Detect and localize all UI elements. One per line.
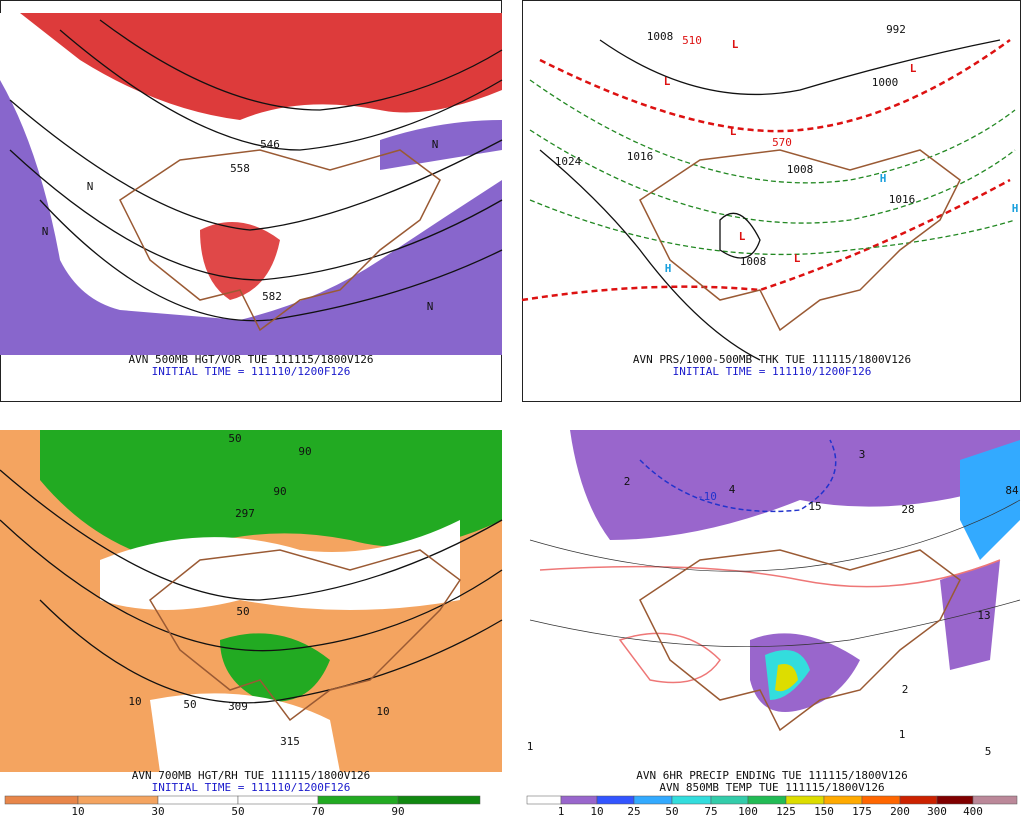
colorbar-label: 100 [738,805,758,818]
colorbar-label: 30 [151,805,164,818]
map-label: 90 [273,485,286,498]
map-label: 50 [183,698,196,711]
map-label: L [910,62,917,75]
map-label: H [1012,202,1019,215]
colorbar-swatch [823,795,863,805]
colorbar-label: 10 [590,805,603,818]
colorbar-swatch [710,795,749,805]
colorbar-label: 125 [776,805,796,818]
colorbar-swatch [560,795,598,805]
map-precip [529,430,1021,732]
colorbar-label: 75 [704,805,717,818]
colorbar-label: 10 [71,805,84,818]
colorbar-label: 150 [814,805,834,818]
colorbar-label: 175 [852,805,872,818]
colorbar-swatch [157,795,239,805]
panel-frame [522,0,1021,402]
colorbar-swatch [785,795,825,805]
panel-title: AVN 6HR PRECIP ENDING TUE 111115/1800V12… [636,769,908,782]
colorbar-swatch [671,795,712,805]
map-label: L [664,75,671,88]
colorbar-swatch [317,795,399,805]
map-surface [521,38,1016,361]
map-label: 1008 [647,30,674,43]
map-label: 50 [228,432,241,445]
panel-subtitle: AVN 850MB TEMP TUE 111115/1800V126 [659,781,884,794]
colorbar-swatch [861,795,901,805]
panel-subtitle: INITIAL TIME = 111110/1200F126 [152,781,351,794]
map-label: 1008 [740,255,767,268]
panel-title: AVN PRS/1000-500MB THK TUE 111115/1800V1… [633,353,911,366]
map-label: 1016 [627,150,654,163]
colorbar-swatch [77,795,159,805]
map-label: 582 [262,290,282,303]
map-label: 558 [230,162,250,175]
map-label: 2 [624,475,631,488]
map-label: 1 [527,740,534,753]
map-label: 570 [772,136,792,149]
map-700mb [0,430,503,772]
map-label: 90 [298,445,311,458]
map-label: 2 [902,683,909,696]
map-label: N [432,138,439,151]
map-label: 13 [977,609,990,622]
map-label: H [880,172,887,185]
map-label: L [730,125,737,138]
map-label: 10 [376,705,389,718]
colorbar-label: 50 [665,805,678,818]
map-label: H [665,262,672,275]
colorbar-label: 70 [311,805,324,818]
map-label: L [732,38,739,51]
colorbar-label: 300 [927,805,947,818]
map-label: N [427,300,434,313]
colorbar-swatch [526,795,562,805]
colorbar-swatch [4,795,79,805]
colorbar-label: 1 [558,805,565,818]
map-label: 4 [729,483,736,496]
map-500mb [0,13,503,355]
panel-subtitle: INITIAL TIME = 111110/1200F126 [152,365,351,378]
map-label: 1000 [872,76,899,89]
colorbar-label: 50 [231,805,244,818]
map-label: 1008 [787,163,814,176]
colorbar-swatch [596,795,635,805]
map-label: 1016 [889,193,916,206]
map-label: 546 [260,138,280,151]
colorbar-swatch [747,795,787,805]
map-label: 1024 [555,155,582,168]
map-label: 10 [128,695,141,708]
colorbar-swatch [633,795,673,805]
map-label: 50 [236,605,249,618]
map-label: 315 [280,735,300,748]
panel-title: AVN 700MB HGT/RH TUE 111115/1800V126 [132,769,370,782]
map-label: N [87,180,94,193]
colorbar-swatch [397,795,481,805]
map-label: L [739,230,746,243]
map-label: 3 [859,448,866,461]
colorbar-swatch [237,795,319,805]
colorbar-label: 90 [391,805,404,818]
colorbar-label: 25 [627,805,640,818]
colorbar-label: 200 [890,805,910,818]
map-label: 1 [899,728,906,741]
map-label: 309 [228,700,248,713]
colorbar-swatch [899,795,938,805]
panel-title: AVN 500MB HGT/VOR TUE 111115/1800V126 [128,353,373,366]
panel-subtitle: INITIAL TIME = 111110/1200F126 [673,365,872,378]
map-label: 510 [682,34,702,47]
map-label: 28 [901,503,914,516]
map-label: L [794,252,801,265]
map-label: 297 [235,507,255,520]
colorbar-swatch [936,795,974,805]
map-label: 992 [886,23,906,36]
colorbar-swatch [972,795,1018,805]
map-label: -10 [697,490,717,503]
map-label: 15 [808,500,821,513]
colorbar-label: 400 [963,805,983,818]
map-label: 84 [1005,484,1019,497]
map-label: 5 [985,745,992,758]
map-label: N [42,225,49,238]
